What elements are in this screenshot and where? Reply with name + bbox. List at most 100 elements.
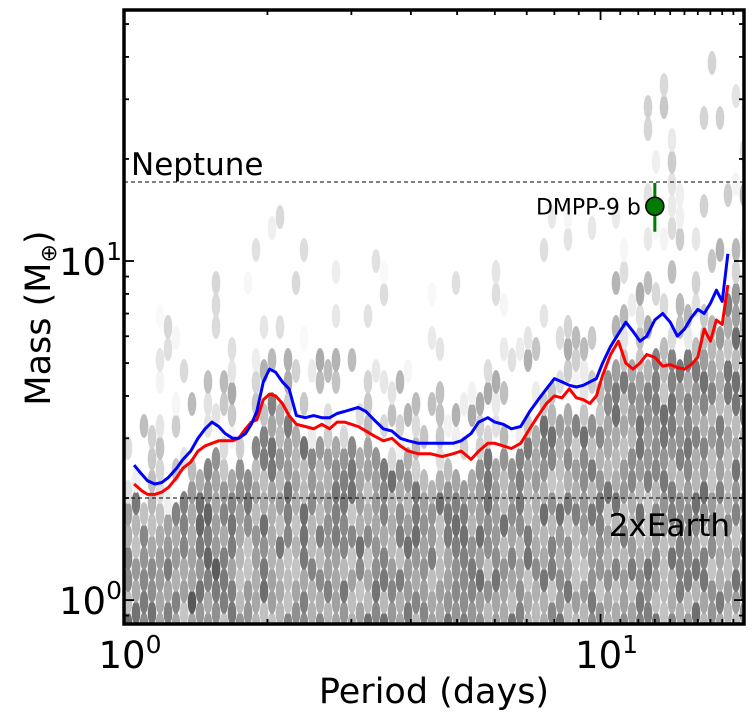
hexbin-cell	[155, 304, 165, 328]
hexbin-cell	[579, 513, 589, 537]
hexbin-cell	[379, 546, 389, 570]
hexbin-cell	[435, 447, 445, 471]
hexbin-cell	[579, 403, 589, 427]
hexbin-cell	[603, 568, 613, 592]
hexbin-cell	[267, 590, 277, 614]
hexbin-cell	[379, 480, 389, 504]
hexbin-cell	[603, 480, 613, 504]
hexbin-cell	[371, 513, 381, 537]
hexbin-cell	[707, 337, 717, 361]
hexbin-cell	[715, 326, 725, 350]
hexbin-cell	[587, 436, 597, 460]
blue-limit-line	[132, 253, 730, 486]
hexbin-cell	[715, 238, 725, 262]
hexbin-cell	[643, 601, 653, 624]
hexbin-cell	[547, 403, 557, 427]
hexbin-cell	[355, 513, 365, 537]
hexbin-cell	[251, 524, 261, 548]
hexbin-cell	[171, 392, 181, 416]
hexbin-cell	[579, 425, 589, 449]
hexbin-cell	[267, 458, 277, 482]
hexbin-cell	[683, 458, 693, 482]
hexbin-cell	[563, 315, 573, 339]
hexbin-cell	[299, 392, 309, 416]
hexbin-cell	[715, 568, 725, 592]
hexbin-cell	[571, 480, 581, 504]
hexbin-cell	[563, 447, 573, 471]
hexbin-cell	[555, 326, 565, 350]
hexbin-cell	[275, 491, 285, 515]
hexbin-cell	[659, 469, 669, 493]
neptune-label: Neptune	[131, 147, 263, 183]
hexbin-cell	[363, 612, 373, 624]
hexbin-cell	[283, 414, 293, 438]
hexbin-cell	[635, 414, 645, 438]
hexbin-cell	[507, 348, 517, 372]
hexbin-cell	[227, 491, 237, 515]
hexbin-cell	[187, 480, 197, 504]
hexbin-cell	[627, 425, 637, 449]
hexbin-cell	[571, 568, 581, 592]
hexbin-cell	[395, 370, 405, 394]
hexbin-cell	[139, 568, 149, 592]
hexbin-cell	[379, 414, 389, 438]
hexbin-cell	[579, 469, 589, 493]
hexbin-cell	[379, 612, 389, 624]
hexbin-cell	[595, 447, 605, 471]
hexbin-cell	[267, 392, 277, 416]
hexbin-cell	[715, 370, 725, 394]
hexbin-cell	[547, 513, 557, 537]
hexbin-cell	[403, 403, 413, 427]
hexbin-cell	[611, 469, 621, 493]
hexbin-cell	[339, 469, 349, 493]
hexbin-cell	[387, 513, 397, 537]
hexbin-cell	[195, 535, 205, 559]
hexbin-cell	[547, 447, 557, 471]
hexbin-cell	[619, 524, 629, 548]
hexbin-cell	[307, 579, 317, 603]
hexbin-cell	[475, 480, 485, 504]
hexbin-cell	[371, 535, 381, 559]
hexbin-cell	[619, 392, 629, 416]
hexbin-cell	[563, 403, 573, 427]
hexbin-cell	[219, 458, 229, 482]
hexbin-cell	[475, 524, 485, 548]
hexbin-cell	[475, 590, 485, 614]
hexbin-cell	[267, 502, 277, 526]
hexbin-cell	[587, 524, 597, 548]
hexbin-cell	[523, 590, 533, 614]
hexbin-cell	[203, 524, 213, 548]
hexbin-cell	[731, 458, 741, 482]
hexbin-cell	[627, 381, 637, 405]
hexbin-cell	[723, 601, 733, 624]
hexbin-cell	[651, 590, 661, 614]
hexbin-cell	[147, 535, 157, 559]
hexbin-cell	[371, 557, 381, 581]
hexbin-cell	[523, 480, 533, 504]
x-tick-label-1: 100	[99, 630, 162, 677]
x-tick-label-10: 101	[575, 630, 638, 677]
hexbin-cell	[235, 612, 245, 624]
hexbin-cell	[731, 348, 741, 372]
hexbin-cell	[275, 579, 285, 603]
hexbin-cell	[291, 513, 301, 537]
hexbin-cell	[539, 590, 549, 614]
hexbin-cell	[283, 612, 293, 624]
hexbin-cell	[451, 535, 461, 559]
hexbin-cell	[419, 535, 429, 559]
hexbin-cell	[411, 590, 421, 614]
hexbin-cell	[307, 513, 317, 537]
hexbin-cell	[427, 590, 437, 614]
hexbin-cell	[563, 469, 573, 493]
hexbin-cell	[275, 447, 285, 471]
hexbin-cell	[307, 601, 317, 624]
hexbin-cell	[587, 546, 597, 570]
hexbin-cell	[483, 447, 493, 471]
hexbin-cell	[195, 601, 205, 624]
hexbin-cell	[539, 480, 549, 504]
hexbin-cell	[539, 502, 549, 526]
hexbin-cell	[627, 579, 637, 603]
hexbin-cell	[347, 568, 357, 592]
hexbin-cell	[715, 348, 725, 372]
hexbin-cell	[675, 381, 685, 405]
